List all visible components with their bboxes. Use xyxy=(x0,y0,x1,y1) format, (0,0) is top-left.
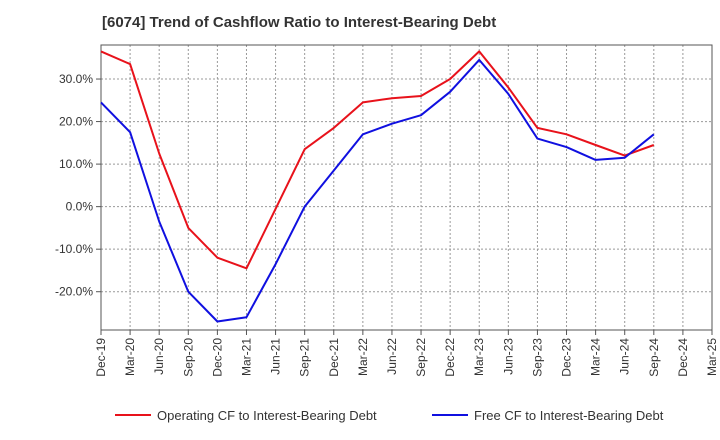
x-tick-label: Dec-22 xyxy=(443,338,457,377)
x-tick-label: Jun-23 xyxy=(501,338,515,375)
x-tick-label: Mar-24 xyxy=(589,338,603,376)
x-tick-label: Dec-20 xyxy=(210,338,224,377)
y-tick-label: 0.0% xyxy=(66,200,94,214)
legend-label-1: Operating CF to Interest-Bearing Debt xyxy=(157,408,377,423)
x-tick-label: Mar-25 xyxy=(705,338,719,376)
x-tick-label: Jun-20 xyxy=(152,338,166,375)
x-tick-label: Dec-19 xyxy=(94,338,108,377)
x-tick-label: Sep-23 xyxy=(530,338,544,377)
plot-frame xyxy=(100,44,713,331)
y-tick-label: 10.0% xyxy=(59,157,93,171)
y-tick-label: 20.0% xyxy=(59,115,93,129)
x-tick-label: Mar-23 xyxy=(472,338,486,376)
series-line-2 xyxy=(100,58,655,323)
x-tick-label: Jun-24 xyxy=(618,338,632,375)
x-tick-label: Jun-22 xyxy=(385,338,399,375)
x-tick-label: Mar-20 xyxy=(123,338,137,376)
y-tick-label: -20.0% xyxy=(55,285,93,299)
series-line-1 xyxy=(100,50,655,270)
x-tick-label: Sep-24 xyxy=(647,338,661,377)
x-tick-label: Sep-20 xyxy=(181,338,195,377)
x-tick-label: Sep-22 xyxy=(414,338,428,377)
x-tick-label: Mar-22 xyxy=(356,338,370,376)
y-tick-label: -10.0% xyxy=(55,242,93,256)
y-tick-label: 30.0% xyxy=(59,72,93,86)
x-tick-label: Dec-24 xyxy=(676,338,690,377)
x-tick-label: Mar-21 xyxy=(239,338,253,376)
x-tick-label: Jun-21 xyxy=(269,338,283,375)
chart-title: [6074] Trend of Cashflow Ratio to Intere… xyxy=(102,14,497,31)
x-tick-label: Sep-21 xyxy=(298,338,312,377)
x-tick-label: Dec-21 xyxy=(327,338,341,377)
x-tick-label: Dec-23 xyxy=(560,338,574,377)
legend-label-2: Free CF to Interest-Bearing Debt xyxy=(474,408,664,423)
